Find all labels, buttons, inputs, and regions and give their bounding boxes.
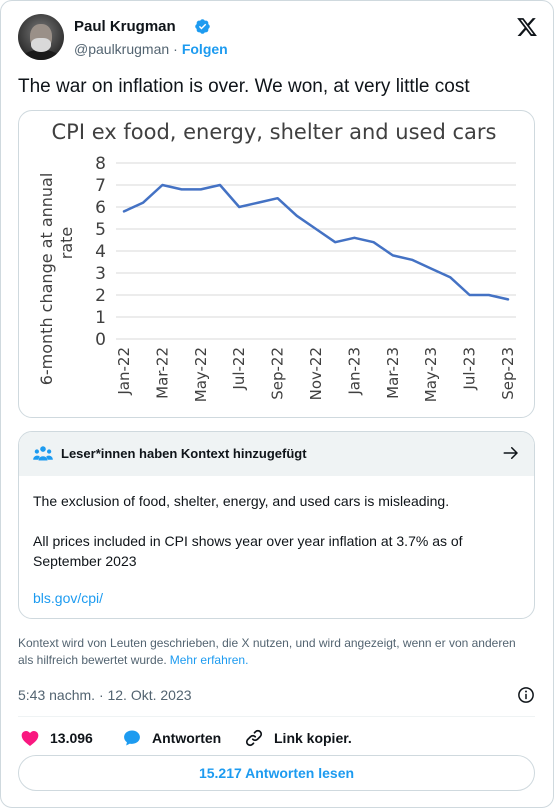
- x-tick-label: Jul-22: [230, 347, 248, 391]
- community-note-body: The exclusion of food, shelter, energy, …: [33, 491, 521, 591]
- reply-bubble-icon: [124, 730, 140, 746]
- link-icon: [245, 729, 263, 747]
- x-tick-label: May-22: [192, 347, 210, 402]
- x-tick-label: May-23: [422, 347, 440, 402]
- y-tick-label: 4: [95, 242, 106, 262]
- y-tick-label: 3: [95, 264, 106, 284]
- x-tick-label: Jan-23: [345, 347, 363, 396]
- follow-button[interactable]: Folgen: [181, 41, 228, 57]
- arrow-right-icon[interactable]: [502, 444, 520, 462]
- y-tick-label: 6: [95, 198, 106, 218]
- read-replies-button[interactable]: 15.217 Antworten lesen: [18, 755, 535, 791]
- y-tick-label: 7: [95, 176, 106, 196]
- y-tick-label: 2: [95, 286, 106, 306]
- y-axis-label-line: 6-month change at annual: [37, 173, 56, 386]
- y-tick-label: 8: [95, 154, 106, 174]
- x-tick-label: Mar-23: [384, 347, 402, 399]
- y-tick-label: 1: [95, 308, 106, 328]
- x-tick-label: Jul-23: [461, 347, 479, 391]
- chart-title: CPI ex food, energy, shelter and used ca…: [52, 120, 497, 144]
- copy-link-label: Link kopier.: [274, 730, 352, 746]
- separator-dot: ·: [173, 41, 178, 57]
- chart-image[interactable]: CPI ex food, energy, shelter and used ca…: [18, 110, 535, 418]
- tweet-timestamp[interactable]: 5:43 nachm. · 12. Okt. 2023: [18, 687, 192, 703]
- verified-badge-icon: [195, 19, 210, 34]
- y-axis-label: 6-month change at annual rate: [37, 173, 76, 386]
- action-bar: 13.096 Antworten Link kopier.: [20, 728, 530, 748]
- note-paragraph: All prices included in CPI shows year ov…: [33, 533, 463, 569]
- like-button[interactable]: 13.096: [20, 728, 93, 748]
- context-text: Kontext wird von Leuten geschrieben, die…: [18, 636, 516, 667]
- x-tick-label: Sep-23: [499, 347, 517, 400]
- y-tick-label: 0: [95, 330, 106, 350]
- y-tick-label: 5: [95, 220, 106, 240]
- x-logo-icon[interactable]: [516, 16, 538, 38]
- x-tick-label: Sep-22: [269, 347, 287, 400]
- author-handle[interactable]: @paulkrugman: [74, 41, 170, 57]
- learn-more-link[interactable]: Mehr erfahren.: [169, 653, 249, 667]
- note-source-link[interactable]: bls.gov/cpi/: [33, 590, 104, 606]
- x-tick-label: Mar-22: [153, 347, 171, 399]
- tweet-header: Paul Krugman @paulkrugman · Folgen: [18, 14, 538, 64]
- heart-icon: [21, 731, 39, 746]
- community-note: Leser*innen haben Kontext hinzugefügt Th…: [18, 431, 535, 619]
- series-line: [122, 183, 510, 301]
- community-note-header[interactable]: Leser*innen haben Kontext hinzugefügt: [19, 432, 534, 476]
- community-note-title: Leser*innen haben Kontext hinzugefügt: [61, 446, 307, 461]
- note-paragraph: The exclusion of food, shelter, energy, …: [33, 493, 450, 509]
- x-tick-label: Nov-22: [307, 347, 325, 400]
- info-icon[interactable]: [517, 686, 535, 704]
- x-tick-label: Jan-22: [115, 347, 133, 396]
- people-icon: [33, 446, 53, 461]
- tweet-text: The war on inflation is over. We won, at…: [18, 76, 470, 97]
- handle-line: @paulkrugman · Folgen: [74, 41, 228, 57]
- cpi-line-chart: CPI ex food, energy, shelter and used ca…: [37, 120, 517, 402]
- author-name[interactable]: Paul Krugman: [74, 18, 176, 35]
- avatar[interactable]: [18, 14, 64, 60]
- reply-label: Antworten: [152, 730, 222, 746]
- y-axis-label-line: rate: [57, 227, 76, 260]
- divider: [18, 716, 535, 717]
- like-count: 13.096: [50, 730, 93, 746]
- context-disclaimer: Kontext wird von Leuten geschrieben, die…: [18, 635, 528, 669]
- reply-button[interactable]: Antworten: [122, 728, 221, 748]
- copy-link-button[interactable]: Link kopier.: [244, 728, 352, 748]
